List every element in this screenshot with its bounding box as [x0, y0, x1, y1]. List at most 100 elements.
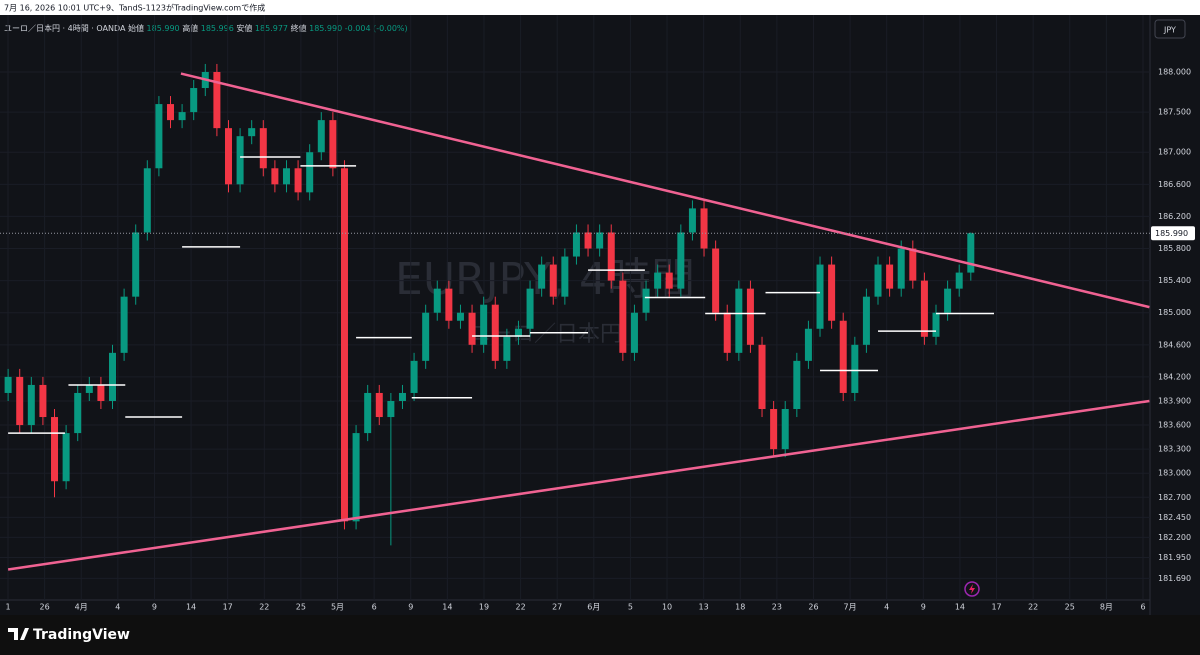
- candle-body: [816, 264, 824, 329]
- y-tick-label: 186.600: [1158, 180, 1191, 189]
- candle-body: [909, 248, 917, 281]
- candle-body: [596, 232, 604, 249]
- candle-body: [480, 304, 488, 345]
- candle-body: [688, 208, 696, 233]
- x-tick-label: 22: [259, 603, 269, 612]
- last-price-label: 185.990: [1155, 229, 1188, 238]
- candle-body: [886, 264, 894, 289]
- x-tick-label: 5月: [331, 603, 344, 612]
- legend-ohlc-label: 高値: [182, 23, 198, 33]
- x-tick-label: 4: [884, 603, 889, 612]
- candle-body: [375, 392, 383, 418]
- candle-body: [642, 288, 650, 313]
- candle-body: [584, 232, 592, 249]
- candle-body: [132, 232, 140, 297]
- candle-body: [851, 344, 859, 393]
- candle-body: [456, 312, 464, 321]
- candle-body: [51, 417, 59, 482]
- x-tick-label: 18: [735, 603, 745, 612]
- x-tick-label: 25: [296, 603, 306, 612]
- candle-body: [4, 376, 12, 393]
- candle-body: [828, 264, 836, 321]
- x-tick-label: 14: [186, 603, 196, 612]
- x-tick-label: 6月: [587, 603, 600, 612]
- candle-body: [561, 256, 569, 297]
- x-tick-label: 8月: [1100, 603, 1113, 612]
- candle-body: [352, 433, 360, 522]
- candle-body: [120, 296, 128, 353]
- candle-body: [514, 328, 522, 337]
- x-tick-label: 26: [808, 603, 818, 612]
- candle-body: [224, 128, 232, 185]
- candle-body: [39, 384, 47, 418]
- currency[interactable]: JPY: [1163, 26, 1176, 35]
- y-tick-label: 181.950: [1158, 553, 1191, 562]
- candle-body: [712, 248, 720, 313]
- x-tick-label: 17: [223, 603, 233, 612]
- candle-body: [955, 272, 963, 289]
- x-tick-label: 6: [1140, 603, 1145, 612]
- credit: 7月 16, 2026 10:01 UTC+9、TandS-1123がTradi…: [4, 3, 265, 13]
- candle-body: [723, 312, 731, 353]
- candle-body: [677, 232, 685, 289]
- legend: ユーロ／日本円 · 4時間 · OANDA 始値 185.990 高値 185.…: [4, 23, 408, 33]
- legend-ohlc-label: 安値: [236, 23, 252, 33]
- brand: TradingView: [33, 627, 130, 643]
- candle-body: [27, 384, 35, 426]
- candle-body: [422, 312, 430, 361]
- candle-body: [271, 168, 279, 185]
- y-tick-label: 185.800: [1158, 244, 1191, 253]
- candle-body: [340, 168, 348, 522]
- candle-body: [862, 296, 870, 345]
- x-tick-label: 14: [442, 603, 452, 612]
- candle-body: [770, 409, 778, 450]
- chart-panel: [0, 15, 1200, 615]
- y-tick-label: 184.600: [1158, 340, 1191, 349]
- candle-body: [839, 320, 847, 393]
- y-tick-label: 187.500: [1158, 108, 1191, 117]
- y-tick-label: 183.000: [1158, 469, 1191, 478]
- candle-body: [468, 312, 476, 345]
- legend-line: ユーロ／日本円 · 4時間 · OANDA 始値 185.990 高値 185.…: [4, 23, 408, 33]
- legend-ohlc-value: 185.977: [255, 24, 288, 33]
- legend-ohlc-value: 185.990: [309, 24, 342, 33]
- candle-body: [630, 312, 638, 353]
- y-tick-label: 185.400: [1158, 276, 1191, 285]
- candle-body: [294, 168, 302, 193]
- candle-body: [166, 104, 174, 121]
- x-tick-label: 9: [921, 603, 926, 612]
- currency-box[interactable]: [1154, 19, 1186, 39]
- candle-body: [549, 264, 557, 297]
- candle-body: [317, 120, 325, 153]
- candle-body: [619, 280, 627, 353]
- candle-body: [282, 168, 290, 185]
- candle-body: [967, 233, 975, 273]
- alert-icon[interactable]: [964, 581, 980, 597]
- trendline: [180, 72, 1150, 309]
- candle-body: [526, 288, 534, 329]
- x-tick-label: 14: [955, 603, 965, 612]
- candle-body: [654, 272, 662, 289]
- x-tick-label: 27: [552, 603, 562, 612]
- x-tick-label: 6: [372, 603, 377, 612]
- x-tick-label: 25: [1065, 603, 1075, 612]
- candle-body: [85, 384, 93, 393]
- candle-body: [874, 264, 882, 297]
- y-tick-label: 183.600: [1158, 421, 1191, 430]
- y-tick-label: 186.200: [1158, 212, 1191, 221]
- y-tick-label: 182.200: [1158, 533, 1191, 542]
- candle-body: [491, 304, 499, 361]
- candle-body: [143, 168, 151, 233]
- trendline: [7, 399, 1150, 571]
- x-tick-label: 4: [115, 603, 120, 612]
- candle-body: [410, 360, 418, 393]
- x-tick-label: 10: [662, 603, 672, 612]
- y-tick-label: 182.700: [1158, 493, 1191, 502]
- candle-body: [758, 344, 766, 410]
- x-tick-label: 9: [408, 603, 413, 612]
- x-tick-label: 5: [628, 603, 633, 612]
- legend-change: -0.004 (-0.00%): [345, 24, 408, 33]
- y-tick-label: 184.200: [1158, 372, 1191, 381]
- y-tick-label: 185.000: [1158, 308, 1191, 317]
